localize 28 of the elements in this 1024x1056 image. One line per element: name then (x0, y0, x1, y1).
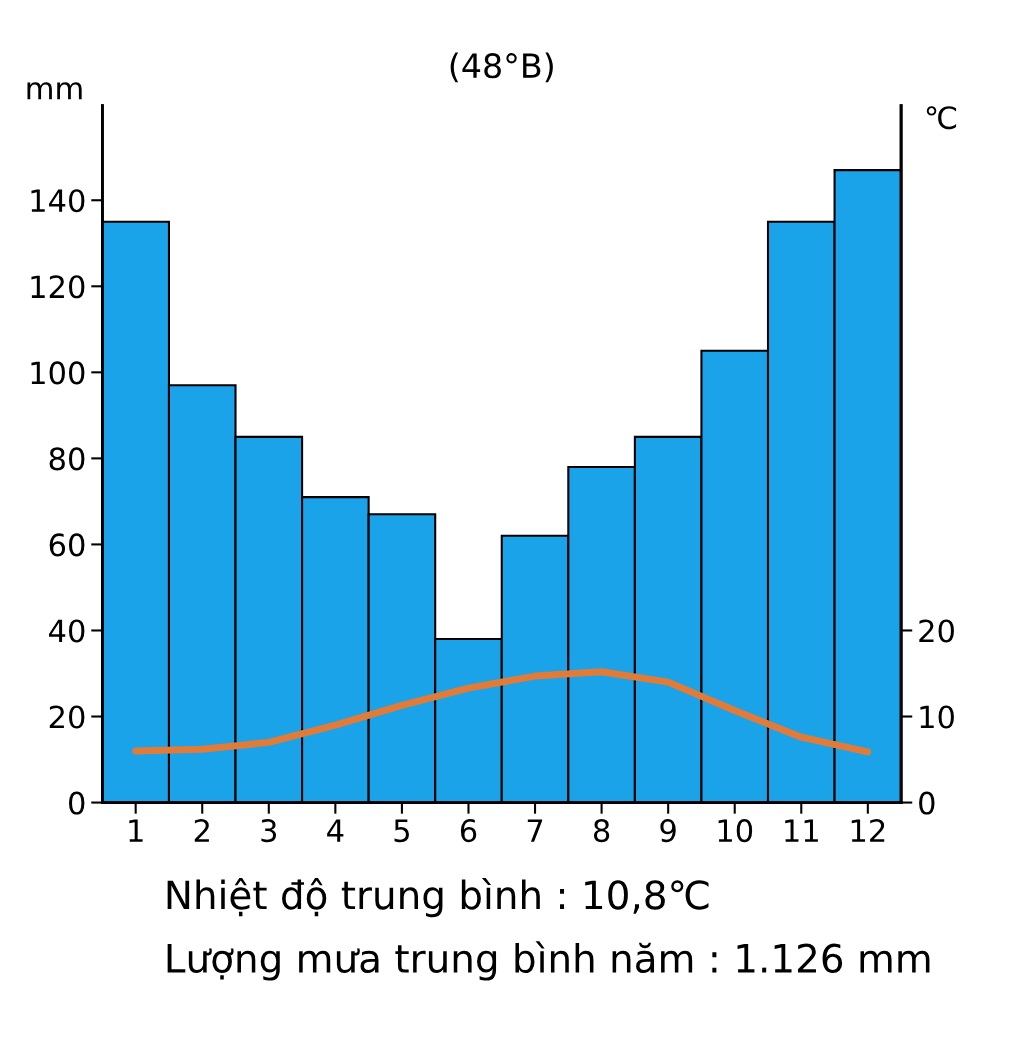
y-tick-label: 80 (49, 447, 85, 471)
x-tick-label: 3 (261, 819, 277, 843)
x-tick-label: 8 (593, 819, 610, 843)
x-tick-label: 7 (527, 819, 543, 842)
y2-tick-label: 10 (920, 705, 954, 729)
y2-axis-title: ℃ (926, 106, 957, 130)
x-tick-label: 5 (394, 819, 409, 843)
text: Lượng mưa trung bình năm : 1.126 mm (167, 941, 930, 981)
y2-tick-label: 0 (919, 791, 935, 815)
x-tick-label: 2 (194, 819, 209, 842)
chart-title: (48°B) (450, 52, 553, 83)
y2-tick-label: 20 (919, 619, 954, 643)
x-tick-label: 10 (718, 819, 753, 843)
x-tick-label: 6 (460, 819, 477, 843)
x-tick-label: 11 (785, 819, 818, 842)
y-tick-label: 120 (31, 275, 85, 299)
text: Nhiệt độ trung bình : 10,8℃ (167, 878, 709, 918)
y-axis-title: mm (27, 82, 82, 100)
y-tick-label: 100 (31, 361, 85, 385)
y-tick-label: 140 (31, 189, 85, 213)
y-tick-label: 40 (49, 619, 85, 643)
y-tick-label: 20 (49, 705, 85, 729)
x-tick-label: 9 (660, 819, 676, 843)
x-tick-label: 1 (129, 819, 143, 842)
x-tick-label: 4 (327, 819, 344, 842)
x-tick-label: 12 (851, 819, 885, 842)
y-tick-label: 0 (69, 791, 85, 815)
y-tick-label: 60 (49, 533, 85, 557)
